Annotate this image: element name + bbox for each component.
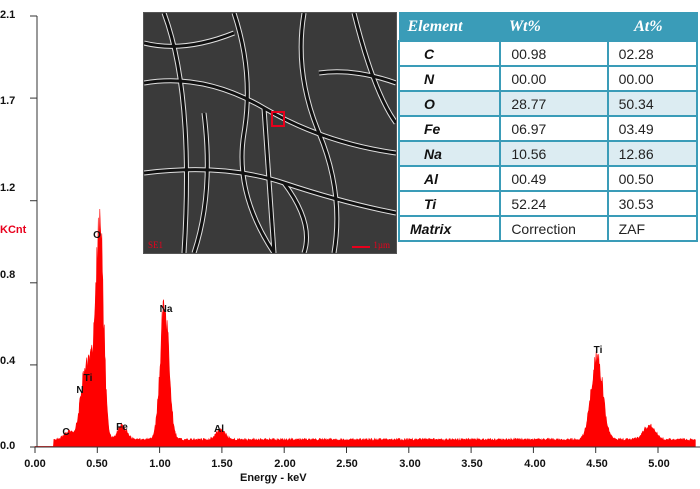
analysis-region-marker (271, 111, 285, 127)
cell-element: Matrix (397, 215, 502, 242)
cell-element: O (397, 90, 502, 117)
table-row: Na 10.56 12.86 (397, 140, 699, 167)
scale-bar (352, 246, 370, 248)
header-element: Element (398, 12, 501, 42)
composition-table: Element Wt% At% C 00.98 02.28 N 00.00 00… (397, 12, 699, 242)
x-tick-label: 3.00 (399, 458, 421, 470)
cell-at: 50.34 (606, 90, 699, 117)
x-tick-label: 1.50 (211, 458, 233, 470)
x-tick-label: 1.00 (149, 458, 171, 470)
cell-wt: 00.49 (499, 165, 609, 192)
spectrum-area (34, 208, 696, 448)
peak-label-c: C (62, 427, 70, 438)
peak-label-o: O (93, 230, 101, 241)
peak-label-ti-k: Ti (593, 345, 603, 356)
cell-wt: 52.24 (499, 190, 609, 217)
y-tick-label: 1.7 (0, 95, 16, 107)
cell-element: Na (397, 140, 502, 167)
cell-wt: 28.77 (499, 90, 609, 117)
peak-label-al: Al (214, 424, 224, 435)
x-tick-label: 2.50 (336, 458, 358, 470)
sem-micrograph: SE1 1µm (143, 12, 397, 254)
cell-at: ZAF (606, 215, 699, 242)
cell-wt: 00.98 (499, 40, 609, 67)
cell-element: N (397, 65, 502, 92)
cell-wt: 06.97 (499, 115, 609, 142)
cell-element: C (397, 40, 502, 67)
cell-at: 00.00 (606, 65, 699, 92)
x-tick-label: 2.00 (274, 458, 296, 470)
detector-label: SE1 (148, 240, 164, 250)
cell-wt: 10.56 (499, 140, 609, 167)
header-at: At% (607, 12, 698, 42)
x-tick-label: 4.50 (586, 458, 608, 470)
scale-label: 1µm (373, 240, 390, 250)
y-tick-label: 2.1 (0, 9, 16, 21)
table-row: C 00.98 02.28 (397, 40, 699, 67)
table-row: Matrix Correction ZAF (397, 215, 699, 242)
table-row: N 00.00 00.00 (397, 65, 699, 92)
y-tick-label: 0.4 (0, 355, 16, 367)
table-row: Al 00.49 00.50 (397, 165, 699, 192)
table-header-row: Element Wt% At% (398, 12, 698, 42)
cell-at: 12.86 (606, 140, 699, 167)
table-row: O 28.77 50.34 (397, 90, 699, 117)
header-wt: Wt% (499, 12, 609, 42)
y-tick-label: 1.2 (0, 182, 16, 194)
cell-at: 30.53 (606, 190, 699, 217)
x-tick-label: 3.50 (461, 458, 483, 470)
x-tick-label: 0.50 (86, 458, 108, 470)
cell-at: 00.50 (606, 165, 699, 192)
peak-label-na: Na (159, 304, 173, 315)
x-tick-label: 4.00 (524, 458, 546, 470)
peak-label-n: N (76, 385, 84, 396)
y-tick-label: 0.0 (0, 440, 16, 452)
y-axis-label: KCnt (0, 224, 27, 236)
cracked-surface-image (144, 13, 396, 253)
cell-element: Al (397, 165, 502, 192)
cell-wt: Correction (499, 215, 609, 242)
x-tick-label: 5.00 (648, 458, 670, 470)
cell-element: Fe (397, 115, 502, 142)
y-ticks (30, 15, 37, 448)
cell-element: Ti (397, 190, 502, 217)
peak-label-fe: Fe (116, 422, 128, 433)
cell-at: 02.28 (606, 40, 699, 67)
table-row: Fe 06.97 03.49 (397, 115, 699, 142)
x-tick-label: 0.00 (24, 458, 46, 470)
x-axis-label: Energy - keV (240, 472, 307, 484)
cell-wt: 00.00 (499, 65, 609, 92)
cell-at: 03.49 (606, 115, 699, 142)
y-tick-label: 0.8 (0, 269, 16, 281)
x-ticks (34, 447, 659, 453)
table-row: Ti 52.24 30.53 (397, 190, 699, 217)
peak-label-ti-l: Ti (83, 373, 93, 384)
